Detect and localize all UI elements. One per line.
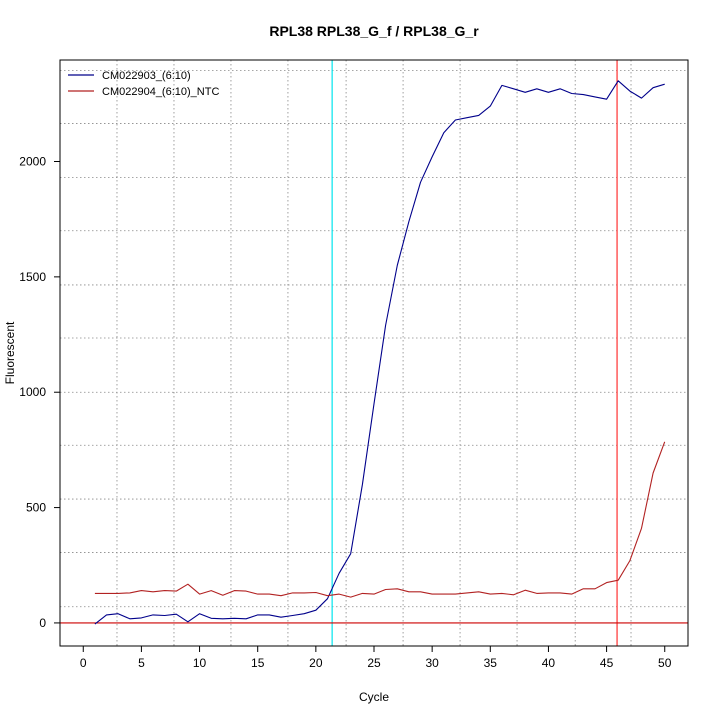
x-tick-label: 5 bbox=[138, 656, 145, 670]
series-line-1 bbox=[94, 80, 665, 625]
y-tick-label: 0 bbox=[39, 616, 46, 630]
x-tick-label: 35 bbox=[484, 656, 498, 670]
x-tick-label: 10 bbox=[193, 656, 207, 670]
x-axis-label: Cycle bbox=[359, 690, 389, 704]
chart-title: RPL38 RPL38_G_f / RPL38_G_r bbox=[269, 23, 479, 39]
y-tick-label: 1000 bbox=[19, 385, 46, 399]
x-tick-label: 45 bbox=[600, 656, 614, 670]
x-axis: 0 5 10 15 20 25 30 35 40 45 50 bbox=[80, 646, 672, 670]
legend-label: CM022904_(6:10)_NTC bbox=[102, 86, 219, 98]
plot-frame bbox=[59, 59, 689, 647]
x-tick-label: 50 bbox=[658, 656, 672, 670]
series-line-2 bbox=[94, 441, 666, 598]
x-tick-label: 40 bbox=[542, 656, 556, 670]
x-tick-label: 0 bbox=[80, 656, 87, 670]
legend: CM022903_(6:10) CM022904_(6:10)_NTC bbox=[68, 70, 219, 98]
y-tick-label: 1500 bbox=[19, 270, 46, 284]
series-lines bbox=[94, 80, 666, 625]
reference-lines bbox=[60, 60, 688, 646]
grid bbox=[60, 60, 688, 646]
x-tick-label: 30 bbox=[425, 656, 439, 670]
y-tick-label: 500 bbox=[26, 501, 46, 515]
x-tick-label: 20 bbox=[309, 656, 323, 670]
legend-label: CM022903_(6:10) bbox=[102, 70, 191, 82]
x-tick-label: 25 bbox=[367, 656, 381, 670]
y-axis-label: Fluorescent bbox=[3, 321, 17, 384]
y-axis: 0 500 1000 1500 2000 bbox=[19, 155, 60, 630]
y-tick-label: 2000 bbox=[19, 155, 46, 169]
x-tick-label: 15 bbox=[251, 656, 265, 670]
